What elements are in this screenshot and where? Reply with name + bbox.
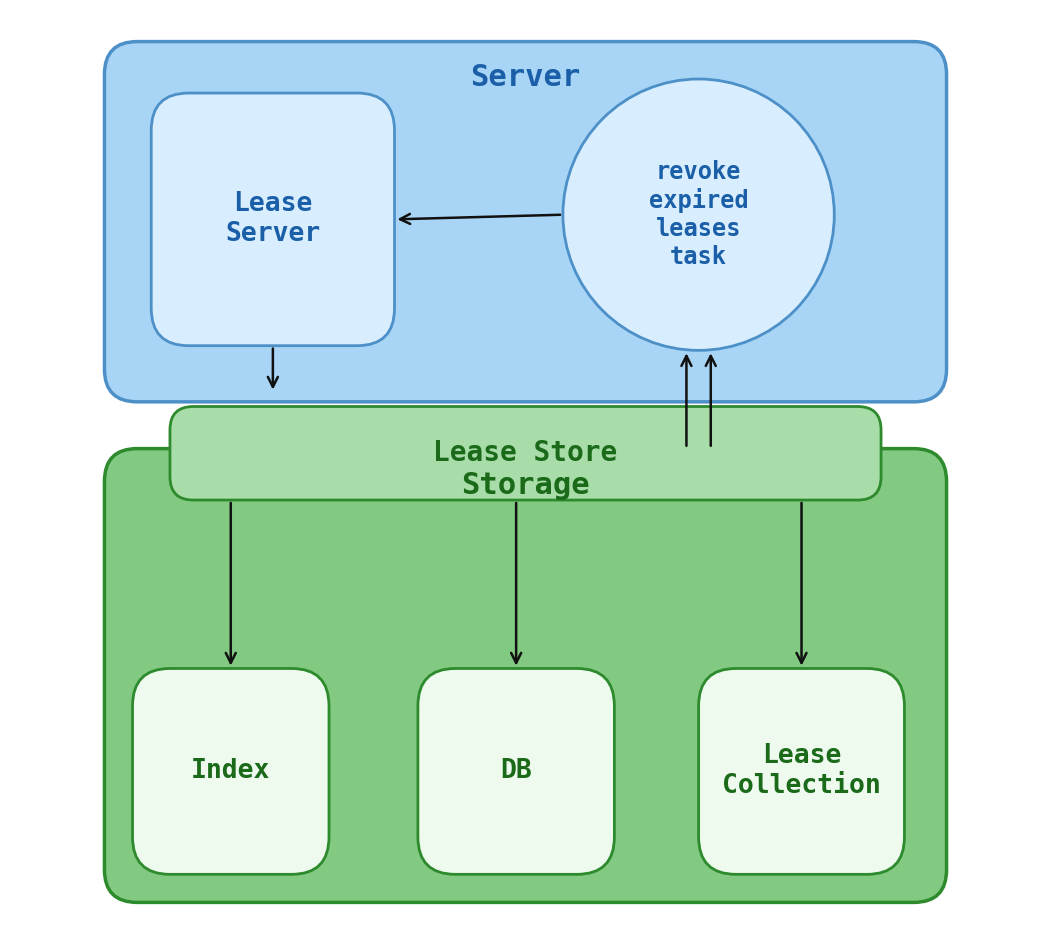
- FancyBboxPatch shape: [170, 407, 881, 500]
- Circle shape: [563, 79, 834, 350]
- FancyBboxPatch shape: [104, 448, 947, 902]
- Text: Index: Index: [191, 758, 270, 784]
- FancyBboxPatch shape: [104, 42, 947, 402]
- Text: Storage: Storage: [461, 471, 590, 500]
- FancyBboxPatch shape: [699, 668, 905, 874]
- FancyBboxPatch shape: [151, 93, 394, 346]
- Text: Lease Store: Lease Store: [433, 439, 618, 467]
- Text: revoke
expired
leases
task: revoke expired leases task: [648, 160, 748, 269]
- FancyBboxPatch shape: [132, 668, 329, 874]
- Text: Server: Server: [471, 63, 580, 93]
- Text: Lease
Collection: Lease Collection: [722, 744, 881, 800]
- Text: Lease
Server: Lease Server: [225, 192, 321, 247]
- FancyBboxPatch shape: [418, 668, 615, 874]
- Text: DB: DB: [500, 758, 532, 784]
